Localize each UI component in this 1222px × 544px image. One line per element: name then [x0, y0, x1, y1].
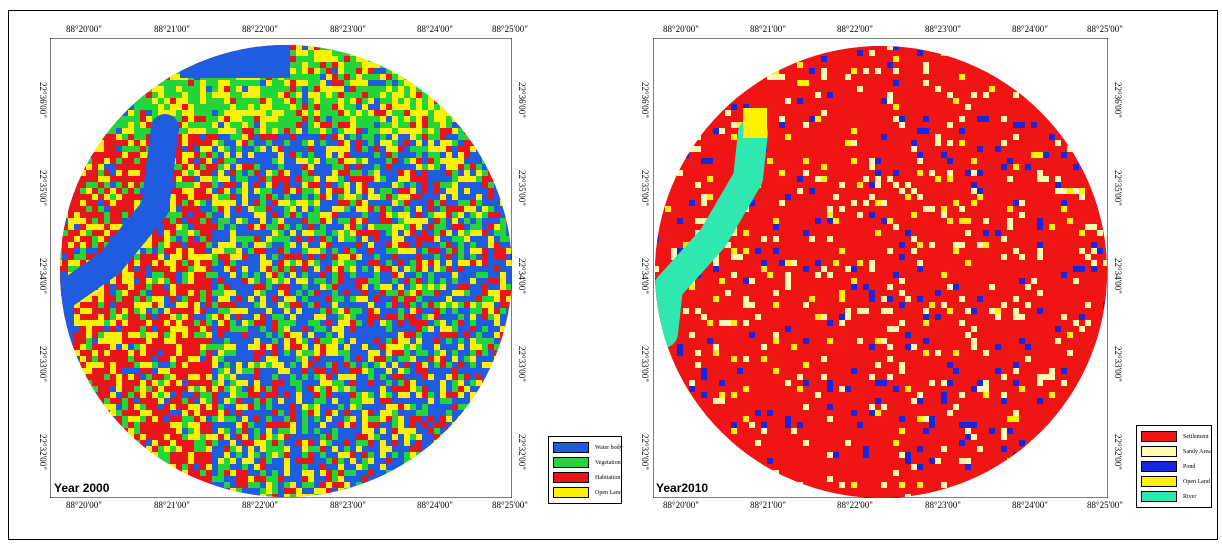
lon-tick-bottom: 88°22'00"	[242, 500, 278, 510]
lon-tick-top: 88°23'00"	[925, 24, 961, 34]
lon-tick-top: 88°24'00"	[417, 24, 453, 34]
lat-tick-right: 22°33'00"	[517, 346, 527, 382]
map-2010-canvas	[653, 38, 1108, 498]
lat-tick-right: 22°36'00"	[1113, 82, 1123, 118]
legend-item: Sandy Area	[1141, 444, 1211, 459]
lat-tick-left: 22°36'00"	[640, 82, 650, 118]
lon-tick-top: 88°21'00"	[154, 24, 190, 34]
lat-tick-right: 22°34'00"	[1113, 258, 1123, 294]
lon-tick-bottom: 88°25'00"	[492, 500, 528, 510]
legend-swatch	[1141, 431, 1177, 442]
lon-tick-bottom: 88°25'00"	[1087, 500, 1123, 510]
lon-tick-top: 88°25'00"	[1087, 24, 1123, 34]
legend-label: Settlement	[1183, 433, 1209, 440]
legend-item: Pond	[1141, 459, 1207, 474]
lon-tick-bottom: 88°23'00"	[330, 500, 366, 510]
lon-tick-top: 88°25'00"	[492, 24, 528, 34]
lat-tick-right: 22°36'00"	[517, 82, 527, 118]
lon-tick-top: 88°23'00"	[330, 24, 366, 34]
map-2000-legend: Water body Vegetation Habitation Open La…	[548, 436, 623, 504]
map-2010-year-label: Year2010	[656, 481, 709, 495]
lat-tick-right: 22°32'00"	[517, 434, 527, 470]
legend-item: Settlement	[1141, 429, 1209, 444]
lon-tick-top: 88°22'00"	[242, 24, 278, 34]
lon-tick-bottom: 88°21'00"	[750, 500, 786, 510]
lon-tick-bottom: 88°24'00"	[1012, 500, 1048, 510]
legend-item: Open Land	[553, 485, 622, 500]
lon-tick-bottom: 88°24'00"	[417, 500, 453, 510]
lon-tick-bottom: 88°20'00"	[663, 500, 699, 510]
lat-tick-left: 22°33'00"	[640, 346, 650, 382]
legend-label: Habitation	[595, 474, 621, 481]
lat-tick-right: 22°35'00"	[1113, 170, 1123, 206]
legend-swatch	[553, 457, 589, 468]
lat-tick-left: 22°33'00"	[38, 346, 48, 382]
legend-item: Vegetation	[553, 455, 621, 470]
lat-tick-left: 22°34'00"	[640, 258, 650, 294]
lon-tick-bottom: 88°23'00"	[925, 500, 961, 510]
lon-tick-top: 88°20'00"	[663, 24, 699, 34]
map-year-2000: 88°20'00" 88°21'00" 88°22'00" 88°23'00" …	[38, 24, 528, 510]
map-2000-canvas	[50, 38, 512, 498]
legend-label: Pond	[1183, 463, 1196, 470]
map-2000-year-label: Year 2000	[54, 481, 110, 495]
lat-tick-left: 22°36'00"	[38, 82, 48, 118]
legend-swatch	[1141, 461, 1177, 472]
lat-tick-right: 22°34'00"	[517, 258, 527, 294]
lon-tick-top: 88°24'00"	[1012, 24, 1048, 34]
legend-label: Open Land	[1183, 478, 1210, 485]
legend-swatch	[1141, 446, 1177, 457]
legend-label: Water body	[595, 444, 623, 451]
lat-tick-left: 22°32'00"	[38, 434, 48, 470]
lat-tick-right: 22°35'00"	[517, 170, 527, 206]
lon-tick-bottom: 88°21'00"	[154, 500, 190, 510]
legend-item: Habitation	[553, 470, 621, 485]
legend-item: Water body	[553, 440, 623, 455]
lat-tick-left: 22°32'00"	[640, 434, 650, 470]
legend-label: River	[1183, 493, 1197, 500]
lon-tick-top: 88°22'00"	[837, 24, 873, 34]
figure-frame	[8, 10, 1218, 540]
lon-tick-bottom: 88°22'00"	[837, 500, 873, 510]
legend-label: Open Land	[595, 489, 622, 496]
legend-swatch	[553, 472, 589, 483]
lat-tick-right: 22°32'00"	[1113, 434, 1123, 470]
lon-tick-top: 88°21'00"	[750, 24, 786, 34]
lon-tick-bottom: 88°20'00"	[66, 500, 102, 510]
legend-label: Sandy Area	[1183, 448, 1211, 455]
legend-swatch	[553, 442, 589, 453]
legend-item: Open Land	[1141, 474, 1210, 489]
legend-label: Vegetation	[595, 459, 621, 466]
legend-swatch	[553, 487, 589, 498]
legend-item: River	[1141, 489, 1207, 504]
lon-tick-top: 88°20'00"	[66, 24, 102, 34]
legend-swatch	[1141, 491, 1177, 502]
map-2010-legend: Settlement Sandy Area Pond Open Land Riv…	[1136, 425, 1212, 508]
lat-tick-left: 22°35'00"	[640, 170, 650, 206]
lat-tick-right: 22°33'00"	[1113, 346, 1123, 382]
lat-tick-left: 22°34'00"	[38, 258, 48, 294]
lat-tick-left: 22°35'00"	[38, 170, 48, 206]
map-year-2010: 88°20'00" 88°21'00" 88°22'00" 88°23'00" …	[640, 24, 1123, 510]
legend-swatch	[1141, 476, 1177, 487]
